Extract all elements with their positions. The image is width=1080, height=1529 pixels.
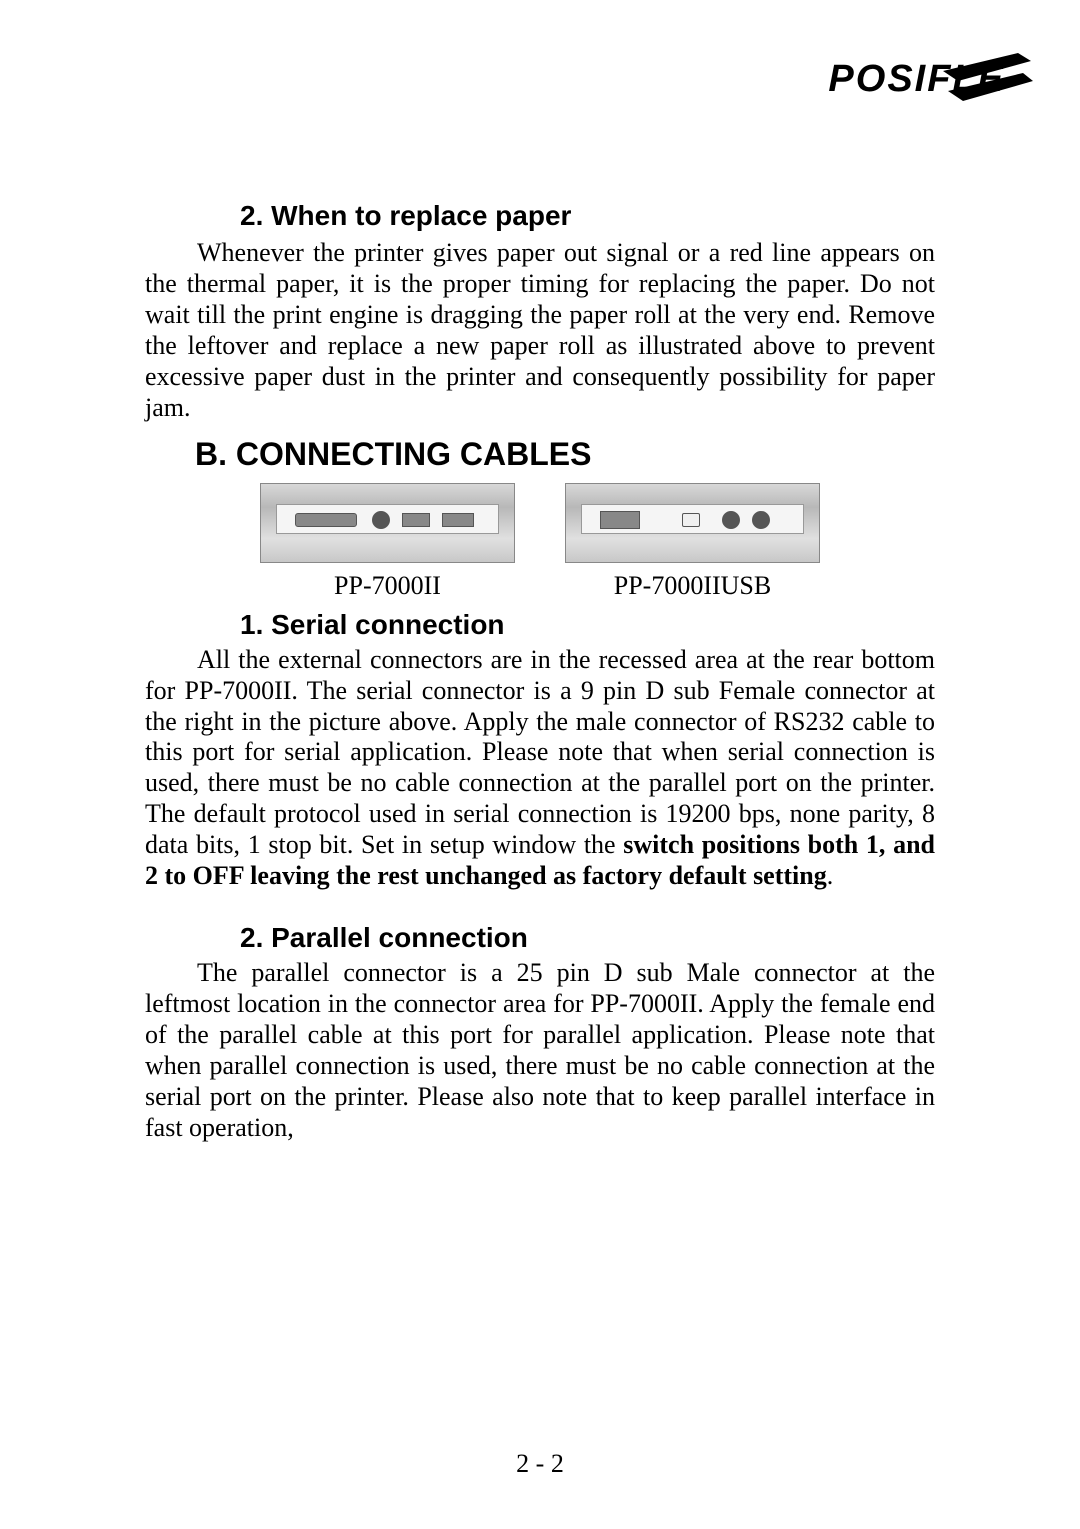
text-replace-paper: Whenever the printer gives paper out sig… bbox=[145, 238, 935, 424]
connector-image-pp7000iiusb bbox=[565, 483, 820, 563]
connector-panel bbox=[276, 504, 499, 534]
drawer-port-icon bbox=[402, 513, 430, 527]
serial-body-part2: . bbox=[827, 861, 834, 890]
text-serial-connection: All the external connectors are in the r… bbox=[145, 645, 935, 893]
brand-logo: POSIFLE bbox=[828, 58, 1005, 101]
serial-port-icon bbox=[442, 513, 474, 527]
spacer bbox=[145, 892, 935, 918]
usb-power-port-icon bbox=[752, 511, 770, 529]
page-content: 2. When to replace paper Whenever the pr… bbox=[145, 200, 935, 1144]
page-number: 2 - 2 bbox=[0, 1449, 1080, 1479]
text-parallel-connection: The parallel connector is a 25 pin D sub… bbox=[145, 958, 935, 1144]
connector-right-box: PP-7000IIUSB bbox=[565, 483, 820, 601]
connector-panel-usb bbox=[581, 504, 804, 534]
heading-replace-paper: 2. When to replace paper bbox=[240, 200, 935, 232]
label-pp7000iiusb: PP-7000IIUSB bbox=[565, 571, 820, 601]
label-pp7000ii: PP-7000II bbox=[260, 571, 515, 601]
parallel-port-icon bbox=[295, 513, 357, 527]
connector-left-box: PP-7000II bbox=[260, 483, 515, 601]
heading-serial-connection: 1. Serial connection bbox=[240, 609, 935, 641]
connector-image-pp7000ii bbox=[260, 483, 515, 563]
power-port-icon bbox=[372, 511, 390, 529]
heading-connecting-cables: B. CONNECTING CABLES bbox=[195, 436, 935, 473]
usb-port-a-icon bbox=[600, 511, 640, 529]
usb-port-b-icon bbox=[682, 513, 700, 527]
serial-body-part1: All the external connectors are in the r… bbox=[145, 645, 935, 860]
connector-images-row: PP-7000II PP-7000IIUSB bbox=[145, 483, 935, 601]
logo-swoosh-icon bbox=[943, 53, 1033, 103]
heading-parallel-connection: 2. Parallel connection bbox=[240, 922, 935, 954]
usb-drawer-port-icon bbox=[722, 511, 740, 529]
